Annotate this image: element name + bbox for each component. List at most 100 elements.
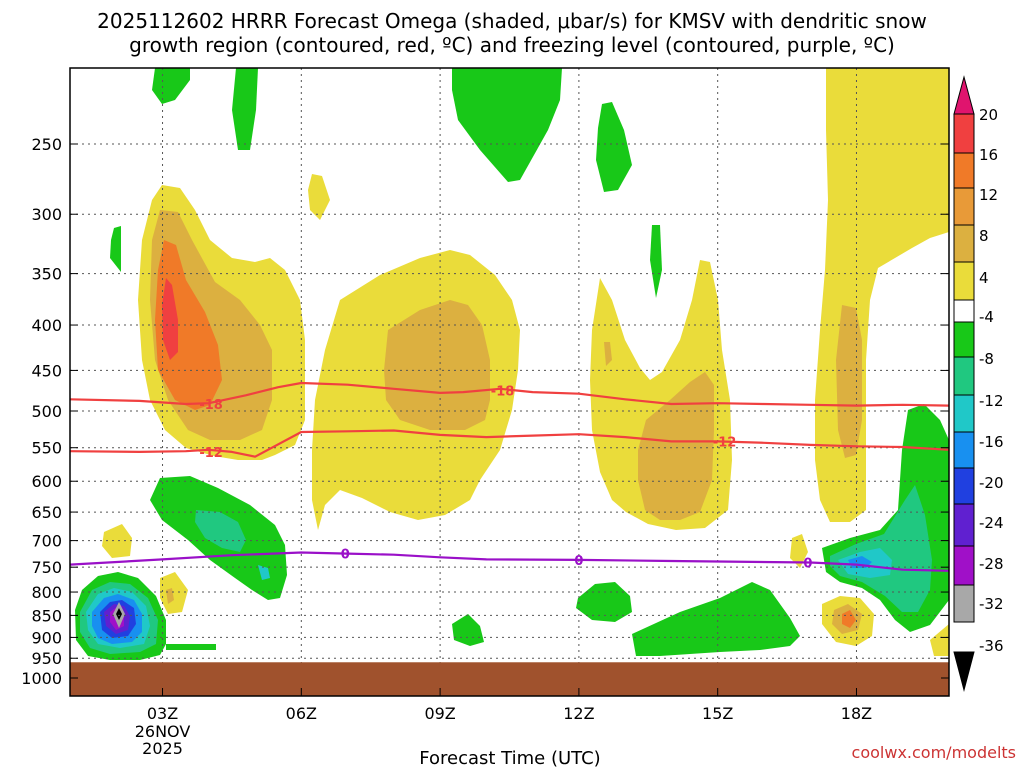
colorbar-arrow-bottom: [953, 651, 975, 692]
x-tick-label: 09Z: [424, 704, 455, 723]
colorbar-label: 16: [979, 146, 998, 164]
contour-label: -12: [713, 435, 737, 450]
omega-region-negative: [650, 225, 662, 298]
y-tick-label: 750: [31, 558, 62, 577]
x-tick-label: 06Z: [286, 704, 317, 723]
omega-region-negative: [166, 644, 216, 650]
grid-lines: [70, 68, 949, 696]
omega-region-positive: [155, 240, 222, 410]
x-tick-label: 03Z: [147, 704, 178, 723]
colorbar-label: -36: [979, 637, 1004, 655]
below-ground-area: [70, 662, 949, 696]
x-axis-title: Forecast Time (UTC): [419, 748, 600, 768]
contour-label: -18: [199, 398, 223, 413]
omega-region-negative: [452, 614, 484, 646]
omega-region-positive: [638, 372, 714, 520]
contour-label: 0: [341, 548, 350, 563]
y-tick-label: 350: [31, 265, 62, 284]
omega-region-positive: [930, 624, 949, 656]
chart-title-line2: growth region (contoured, red, ºC) and f…: [129, 33, 895, 57]
contour-label: 0: [574, 554, 583, 569]
y-tick-label: 800: [31, 583, 62, 602]
colorbar-band: [953, 431, 975, 469]
colorbar-band: [953, 113, 975, 154]
colorbar-band: [953, 224, 975, 263]
x-tick-label: 12Z: [563, 704, 594, 723]
freezing-level-0-contour: [69, 551, 950, 572]
colorbar-label: 4: [979, 269, 989, 287]
colorbar-label: -4: [979, 308, 994, 326]
contour-label: -12: [199, 446, 223, 461]
x-tick-label: 18Z: [841, 704, 872, 723]
colorbar-legend: 20 16 12 8 4 -4 -8 -12 -16 -20 -24 -28 -32 -36: [953, 75, 1004, 692]
y-tick-label: 700: [31, 532, 62, 551]
omega-region-negative: [830, 485, 932, 612]
plot-frame: [69, 67, 950, 697]
colorbar-band: [953, 321, 975, 358]
y-tick-label: 900: [31, 628, 62, 647]
y-tick-label: 550: [31, 439, 62, 458]
omega-region-negative: [632, 582, 800, 656]
omega-region-positive: [842, 610, 856, 628]
y-tick-label: 1000: [21, 669, 62, 688]
omega-region-negative: [152, 68, 190, 104]
colorbar-label: 20: [979, 106, 998, 124]
colorbar-label: -16: [979, 433, 1004, 451]
y-tick-label: 300: [31, 205, 62, 224]
colorbar-band: [953, 503, 975, 547]
colorbar-arrow-top: [953, 75, 975, 115]
x-tick-label: 15Z: [702, 704, 733, 723]
colorbar-label: 8: [979, 227, 989, 245]
omega-region-negative: [596, 102, 632, 192]
y-axis: 250 300 350 400 450 500 550 600 650 700 750 800 850 9…: [21, 135, 949, 688]
x-tick-date-label: 26NOV: [135, 722, 191, 741]
contour-label: 0: [803, 557, 812, 572]
contour-label: -18: [491, 384, 515, 399]
omega-shading: [75, 68, 949, 660]
omega-region-negative: [576, 582, 632, 622]
colorbar-band: [953, 467, 975, 505]
colorbar-band: [953, 545, 975, 586]
y-tick-label: 850: [31, 606, 62, 625]
y-tick-label: 250: [31, 135, 62, 154]
colorbar-band: [953, 394, 975, 433]
omega-region-positive: [308, 174, 330, 220]
y-tick-label: 400: [31, 316, 62, 335]
omega-region-positive: [604, 342, 612, 366]
omega-region-positive: [384, 300, 490, 430]
omega-region-positive: [836, 305, 862, 458]
y-tick-label: 450: [31, 361, 62, 380]
colorbar-band: [953, 152, 975, 189]
chart-title-line1: 2025112602 HRRR Forecast Omega (shaded, …: [97, 9, 927, 33]
y-tick-label: 600: [31, 472, 62, 491]
colorbar-label: -24: [979, 514, 1004, 532]
omega-region-negative: [110, 226, 121, 272]
omega-region-positive: [102, 524, 132, 558]
colorbar-band: [953, 187, 975, 226]
omega-region-positive: [790, 534, 808, 568]
contour-lines: -18 -18 -12 -12 0 0 0: [69, 381, 950, 572]
omega-region-negative: [195, 510, 246, 552]
y-tick-label: 500: [31, 402, 62, 421]
colorbar-label: 12: [979, 186, 998, 204]
dgz-top-minus18-contour: [69, 381, 950, 407]
omega-region-positive: [162, 278, 178, 360]
omega-region-negative: [232, 68, 258, 150]
y-tick-label: 650: [31, 503, 62, 522]
x-tick-year-label: 2025: [142, 739, 183, 758]
colorbar-band: [953, 584, 975, 623]
omega-region-negative: [258, 565, 270, 580]
colorbar-label: -12: [979, 392, 1004, 410]
colorbar-label: -20: [979, 474, 1004, 492]
colorbar-band: [953, 299, 975, 323]
colorbar-label: -32: [979, 595, 1004, 613]
colorbar-band: [953, 261, 975, 301]
colorbar-band: [953, 356, 975, 396]
colorbar-label: -8: [979, 350, 994, 368]
omega-region-positive: [160, 572, 188, 614]
omega-region-negative: [452, 68, 562, 182]
y-tick-label: 950: [31, 649, 62, 668]
